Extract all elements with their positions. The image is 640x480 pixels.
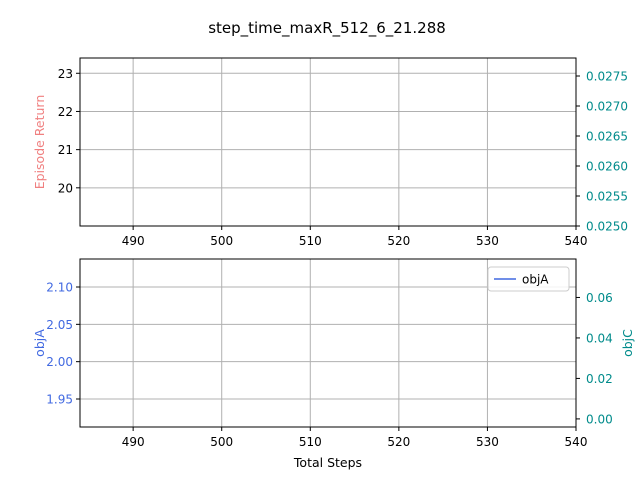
bottom-x-tick-label: 520 <box>387 435 410 449</box>
bottom-left-axis-label: objA <box>32 329 47 357</box>
top-x-tick-label: 500 <box>210 234 233 248</box>
bottom-x-tick-label: 490 <box>122 435 145 449</box>
bottom-right-axis-label: objC <box>620 329 635 357</box>
bottom-right-tick-label: 0.02 <box>586 372 613 386</box>
top-left-tick-label: 22 <box>58 105 73 119</box>
top-left-tick-label: 20 <box>58 181 73 195</box>
bottom-x-tick-label: 530 <box>476 435 499 449</box>
bottom-right-tick-label: 0.04 <box>586 331 613 345</box>
bottom-x-tick-label: 540 <box>565 435 588 449</box>
top-right-tick-label: 0.0250 <box>586 220 628 234</box>
bottom-left-tick-label: 2.00 <box>46 355 73 369</box>
top-right-tick-label: 0.0260 <box>586 160 628 174</box>
bottom-left-tick-label: 2.10 <box>46 281 73 295</box>
top-x-tick-label: 530 <box>476 234 499 248</box>
top-x-tick-label: 520 <box>387 234 410 248</box>
top-left-tick-label: 21 <box>58 143 73 157</box>
bottom-plot-frame <box>79 258 577 428</box>
top-x-tick-label: 490 <box>122 234 145 248</box>
bottom-x-axis-label: Total Steps <box>293 455 362 470</box>
bottom-legend-box <box>487 266 570 292</box>
bottom-right-tick-label: 0.06 <box>586 291 613 305</box>
top-right-tick-label: 0.0270 <box>586 100 628 114</box>
bottom-x-tick-label: 500 <box>210 435 233 449</box>
bottom-right-tick-label: 0.00 <box>586 412 613 426</box>
top-plot-frame <box>79 57 577 227</box>
chart-title: step_time_maxR_512_6_21.288 <box>208 19 446 38</box>
top-left-axis-label: Episode Return <box>32 95 47 190</box>
top-left-tick-label: 23 <box>58 67 73 81</box>
bottom-legend-label-objA: objA <box>522 273 549 287</box>
top-right-tick-label: 0.0275 <box>586 70 628 84</box>
top-x-tick-label: 510 <box>299 234 322 248</box>
top-x-tick-label: 540 <box>565 234 588 248</box>
bottom-x-tick-label: 510 <box>299 435 322 449</box>
top-right-tick-label: 0.0255 <box>586 190 628 204</box>
top-right-tick-label: 0.0265 <box>586 130 628 144</box>
bottom-left-tick-label: 2.05 <box>46 318 73 332</box>
bottom-left-tick-label: 1.95 <box>46 393 73 407</box>
